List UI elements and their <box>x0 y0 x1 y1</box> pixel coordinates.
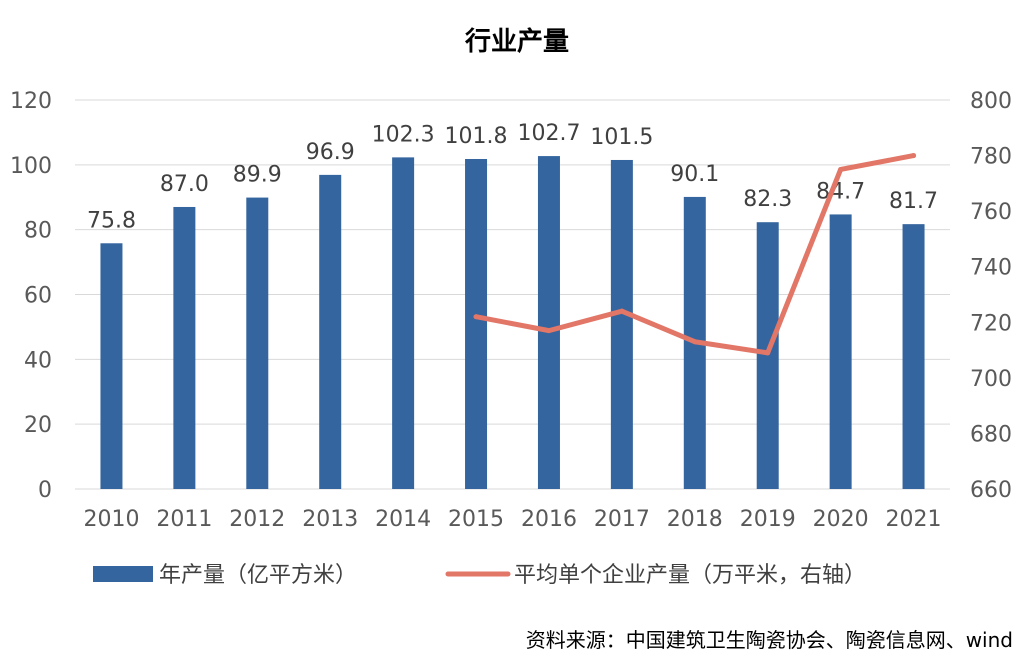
legend: 年产量（亿平方米） 平均单个企业产量（万平米，右轴） <box>93 563 866 588</box>
bar-data-label: 102.7 <box>517 121 580 146</box>
line-point <box>765 350 771 356</box>
line-point <box>619 308 625 314</box>
bar-data-label: 102.3 <box>372 122 435 147</box>
bar <box>319 174 342 489</box>
x-tick-label: 2021 <box>886 507 942 532</box>
right-axis-ticks: 660 680 700 720 740 760 780 800 <box>970 89 1012 503</box>
legend-bar-swatch <box>93 566 153 582</box>
bar-data-label: 89.9 <box>233 163 282 188</box>
bar <box>610 159 633 490</box>
right-tick-label: 760 <box>970 200 1012 225</box>
right-tick-label: 780 <box>970 145 1012 170</box>
right-tick-label: 700 <box>970 367 1012 392</box>
chart-title: 行业产量 <box>464 26 569 57</box>
gridlines <box>75 99 950 490</box>
bar <box>100 243 123 489</box>
source-note: 资料来源：中国建筑卫生陶瓷协会、陶瓷信息网、wind <box>526 628 1013 652</box>
bar-data-label: 75.8 <box>87 208 136 233</box>
bar-series <box>100 156 925 490</box>
right-tick-label: 800 <box>970 89 1012 114</box>
right-tick-label: 660 <box>970 478 1012 503</box>
left-tick-label: 120 <box>10 89 52 114</box>
bar <box>246 197 269 490</box>
x-tick-label: 2014 <box>375 507 431 532</box>
legend-bar-label: 年产量（亿平方米） <box>159 563 357 588</box>
x-tick-label: 2012 <box>229 507 285 532</box>
left-tick-label: 0 <box>38 478 52 503</box>
x-tick-label: 2013 <box>302 507 358 532</box>
x-tick-label: 2010 <box>83 507 139 532</box>
left-tick-label: 40 <box>24 348 52 373</box>
line-series <box>473 153 917 356</box>
left-axis-ticks: 0 20 40 60 80 100 120 <box>10 89 52 503</box>
bar <box>392 157 415 489</box>
bar-data-labels: 75.8 87.0 89.9 96.9 102.3 101.8 102.7 101.5 90.1… <box>87 121 938 233</box>
line-point <box>473 314 479 320</box>
left-tick-label: 80 <box>24 219 52 244</box>
bar-data-label: 87.0 <box>160 172 209 197</box>
bar <box>537 156 560 490</box>
bar-data-label: 96.9 <box>306 140 355 165</box>
x-axis-ticks: 2010 2011 2012 2013 2014 2015 2016 2017 2018 2019… <box>83 507 941 532</box>
line-point <box>692 339 698 345</box>
bar-data-label: 101.8 <box>445 124 508 149</box>
x-tick-label: 2019 <box>740 507 796 532</box>
line-point <box>911 153 917 159</box>
legend-line-label: 平均单个企业产量（万平米，右轴） <box>514 563 866 588</box>
bar-data-label: 90.1 <box>670 162 719 187</box>
bar-data-label: 81.7 <box>889 189 938 214</box>
bar-data-label: 84.7 <box>816 179 865 204</box>
bar-data-label: 82.3 <box>743 187 792 212</box>
right-tick-label: 680 <box>970 422 1012 447</box>
x-tick-label: 2020 <box>813 507 869 532</box>
x-tick-label: 2011 <box>156 507 212 532</box>
x-tick-label: 2015 <box>448 507 504 532</box>
x-tick-label: 2016 <box>521 507 577 532</box>
left-tick-label: 60 <box>24 284 52 309</box>
left-tick-label: 20 <box>24 413 52 438</box>
bar <box>756 222 779 490</box>
right-tick-label: 740 <box>970 256 1012 281</box>
bar-data-label: 101.5 <box>590 125 653 150</box>
bar <box>829 214 852 489</box>
bar <box>465 158 488 489</box>
bar <box>902 224 925 490</box>
right-tick-label: 720 <box>970 311 1012 336</box>
left-tick-label: 100 <box>10 154 52 179</box>
x-tick-label: 2018 <box>667 507 723 532</box>
line-point <box>838 166 844 172</box>
x-tick-label: 2017 <box>594 507 650 532</box>
line-point <box>546 328 552 334</box>
bar <box>173 206 196 489</box>
